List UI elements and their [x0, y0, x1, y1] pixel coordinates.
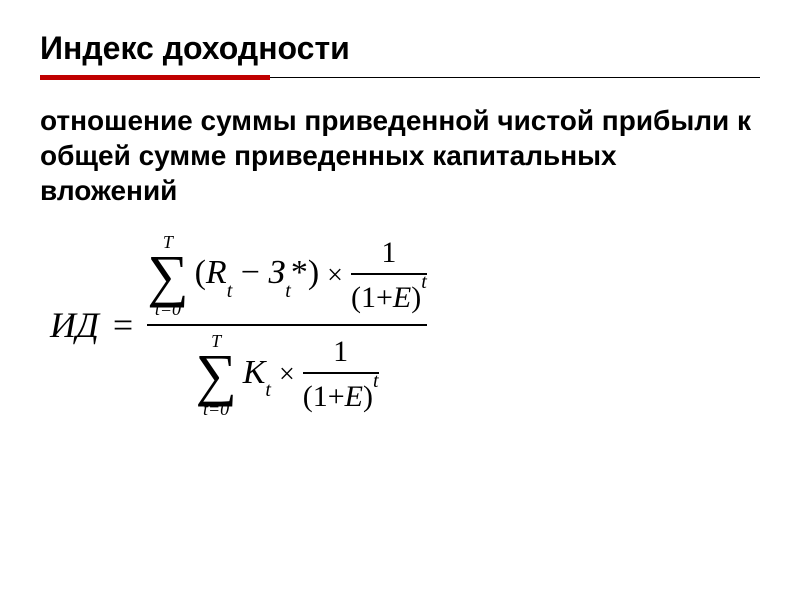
paren-open-top: ( — [195, 254, 206, 291]
denominator-K-term: Кt — [243, 354, 271, 397]
frac-bot-num: 1 — [333, 337, 348, 367]
var-Z: З — [268, 254, 285, 291]
var-R: R — [206, 254, 227, 291]
frac-bot-den: (1+E)t — [303, 379, 379, 412]
times-top: × — [327, 260, 343, 292]
var-Z-sub: t — [285, 280, 291, 302]
slide-title: Индекс доходности — [40, 30, 760, 67]
sigma-bot: ∑ — [195, 350, 236, 399]
denominator-row: T ∑ t=0 Кt × 1 (1+E)t — [195, 332, 378, 417]
den-exp-bot: t — [373, 370, 379, 392]
den-plus-bot: + — [328, 380, 345, 413]
var-K-sub: t — [265, 379, 271, 401]
numerator-row: T ∑ t=0 (Rt − Зt*) × 1 (1+E)t — [147, 233, 427, 318]
den-one-bot: 1 — [313, 380, 328, 413]
numerator-paren-term: (Rt − Зt*) — [195, 254, 320, 297]
sigma-top: ∑ — [147, 251, 188, 300]
paren-close-top: ) — [308, 254, 319, 291]
den-one-top: 1 — [361, 281, 376, 314]
title-rule — [40, 75, 760, 81]
main-fraction: T ∑ t=0 (Rt − Зt*) × 1 (1+E)t — [147, 233, 427, 418]
main-fraction-bar — [147, 324, 427, 326]
sum-top: T ∑ t=0 — [147, 233, 188, 318]
frac-top-bar — [351, 273, 427, 275]
equals-sign: = — [113, 304, 133, 346]
sum-top-lower: t=0 — [155, 300, 181, 318]
frac-top-den: (1+E)t — [351, 280, 427, 313]
den-close-top: ) — [411, 281, 421, 314]
times-bot: × — [279, 359, 295, 391]
frac-bot-bar — [303, 372, 379, 374]
den-close-bot: ) — [363, 380, 373, 413]
den-E-bot: E — [345, 380, 363, 413]
den-open-bot: ( — [303, 380, 313, 413]
discount-frac-bot: 1 (1+E)t — [303, 337, 379, 412]
minus-top: − — [241, 254, 260, 291]
var-K: К — [243, 354, 266, 391]
sum-bot-lower: t=0 — [203, 400, 229, 418]
den-E-top: E — [393, 281, 411, 314]
star-top: * — [291, 254, 308, 291]
formula: ИД = T ∑ t=0 (Rt − Зt*) × 1 — [50, 233, 760, 418]
den-open-top: ( — [351, 281, 361, 314]
frac-top-num: 1 — [381, 238, 396, 268]
formula-lhs: ИД — [50, 304, 99, 346]
den-plus-top: + — [376, 281, 393, 314]
den-exp-top: t — [421, 271, 427, 293]
description-text: отношение суммы приведенной чистой прибы… — [40, 103, 760, 208]
rule-accent — [40, 75, 270, 80]
sum-bottom: T ∑ t=0 — [195, 332, 236, 417]
var-R-sub: t — [227, 280, 233, 302]
discount-frac-top: 1 (1+E)t — [351, 238, 427, 313]
